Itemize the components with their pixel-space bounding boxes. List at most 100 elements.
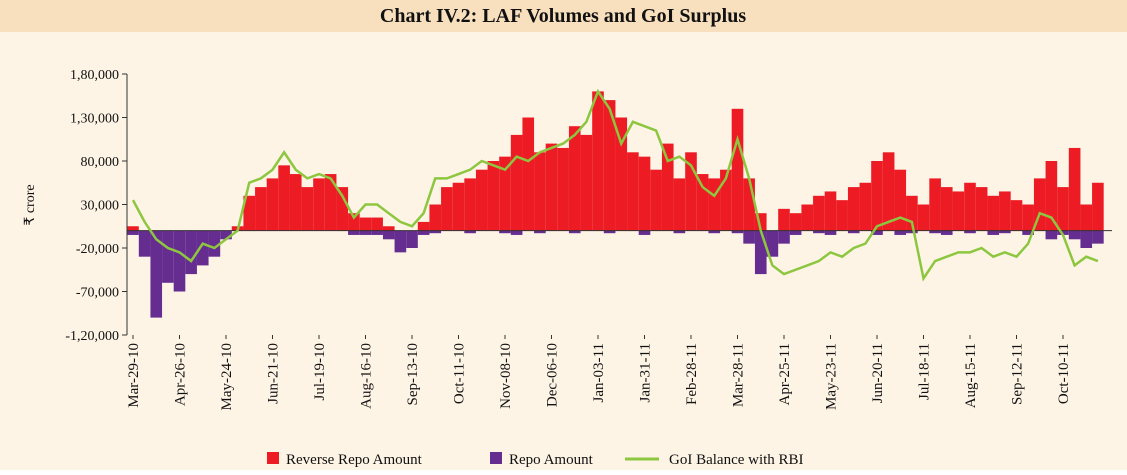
legend-swatch bbox=[267, 452, 279, 464]
bar bbox=[452, 182, 465, 231]
bar bbox=[127, 226, 139, 231]
bar bbox=[999, 230, 1011, 234]
bar bbox=[510, 230, 523, 235]
bar bbox=[906, 195, 918, 231]
bar bbox=[313, 178, 325, 231]
x-tick-label: Sep-12-11 bbox=[1010, 343, 1026, 405]
bar bbox=[999, 191, 1011, 231]
y-tick-label: -70,000 bbox=[76, 286, 119, 301]
bar bbox=[475, 169, 488, 231]
bar bbox=[557, 147, 569, 231]
bar bbox=[685, 152, 697, 231]
bar bbox=[813, 195, 825, 231]
bar bbox=[348, 230, 360, 235]
bar bbox=[220, 230, 232, 240]
bar bbox=[499, 230, 511, 234]
bar bbox=[603, 100, 616, 231]
bar bbox=[510, 134, 523, 231]
title-bar bbox=[0, 0, 1127, 32]
bar bbox=[731, 108, 744, 231]
bar bbox=[731, 230, 744, 234]
bar bbox=[859, 182, 872, 231]
x-tick-label: Mar-28-11 bbox=[731, 343, 747, 407]
bar bbox=[185, 230, 197, 275]
x-tick-label: Feb-28-11 bbox=[684, 343, 700, 405]
bar bbox=[673, 178, 686, 231]
bar bbox=[150, 230, 163, 318]
bar bbox=[138, 230, 151, 257]
x-tick-label: Oct-10-11 bbox=[1056, 343, 1072, 404]
bar bbox=[720, 169, 732, 231]
bar bbox=[289, 174, 302, 231]
bar bbox=[894, 230, 907, 235]
bar bbox=[545, 143, 558, 231]
bar bbox=[1092, 230, 1104, 244]
bar bbox=[359, 217, 372, 231]
bar bbox=[499, 156, 511, 231]
bar bbox=[1080, 230, 1093, 248]
bar bbox=[708, 178, 721, 231]
bar bbox=[743, 178, 755, 231]
x-tick-label: Dec-06-10 bbox=[545, 343, 561, 407]
x-tick-label: Aug-16-10 bbox=[359, 343, 375, 409]
bar bbox=[522, 117, 535, 231]
bar bbox=[940, 230, 953, 235]
bar bbox=[417, 230, 430, 235]
bar bbox=[208, 230, 221, 257]
bar bbox=[1022, 204, 1034, 231]
bar bbox=[1080, 204, 1093, 231]
bar bbox=[266, 178, 279, 231]
bar bbox=[173, 230, 186, 292]
bar bbox=[1010, 200, 1023, 231]
bar bbox=[906, 230, 918, 234]
bar bbox=[603, 230, 616, 234]
bar bbox=[1092, 182, 1104, 231]
bar bbox=[754, 230, 767, 275]
bar bbox=[801, 204, 814, 231]
bar bbox=[917, 204, 930, 231]
bar bbox=[1045, 230, 1058, 240]
bar bbox=[1045, 161, 1058, 231]
bar bbox=[627, 152, 639, 231]
bar bbox=[534, 230, 546, 234]
bar bbox=[371, 217, 383, 231]
x-tick-label: Aug-15-11 bbox=[963, 343, 979, 408]
bar bbox=[952, 191, 965, 231]
bar bbox=[1068, 147, 1081, 231]
bar bbox=[592, 91, 604, 231]
legend-label: GoI Balance with RBI bbox=[669, 452, 804, 468]
bar bbox=[778, 230, 790, 244]
bar bbox=[813, 230, 825, 234]
chart-title: Chart IV.2: LAF Volumes and GoI Surplus bbox=[380, 5, 746, 27]
x-tick-label: Mar-29-10 bbox=[126, 343, 142, 408]
bar bbox=[847, 187, 860, 231]
bar bbox=[778, 208, 790, 231]
legend-label: Reverse Repo Amount bbox=[286, 452, 423, 468]
bar bbox=[638, 230, 651, 235]
bar bbox=[441, 187, 453, 231]
x-tick-label: Jul-19-10 bbox=[312, 343, 328, 401]
line bbox=[131, 88, 1099, 282]
bar bbox=[1022, 230, 1034, 235]
bar bbox=[371, 230, 383, 235]
x-tick-label: May-24-10 bbox=[219, 343, 235, 411]
x-tick-label: Nov-08-10 bbox=[498, 343, 514, 409]
y-tick-label: 80,000 bbox=[81, 155, 120, 170]
legend-swatch bbox=[490, 452, 502, 464]
bar bbox=[836, 200, 848, 231]
bar bbox=[882, 152, 895, 231]
legend-label: Repo Amount bbox=[509, 452, 594, 468]
bar bbox=[336, 187, 349, 231]
bar bbox=[255, 187, 267, 231]
bar bbox=[487, 161, 500, 231]
bar bbox=[348, 213, 360, 231]
bar bbox=[534, 152, 546, 231]
bar bbox=[650, 169, 662, 231]
bar bbox=[429, 204, 442, 231]
bar bbox=[580, 134, 593, 231]
bar bbox=[382, 226, 395, 231]
bar bbox=[464, 230, 476, 234]
bar bbox=[638, 156, 651, 231]
y-tick-label: 1,80,000 bbox=[70, 68, 119, 83]
